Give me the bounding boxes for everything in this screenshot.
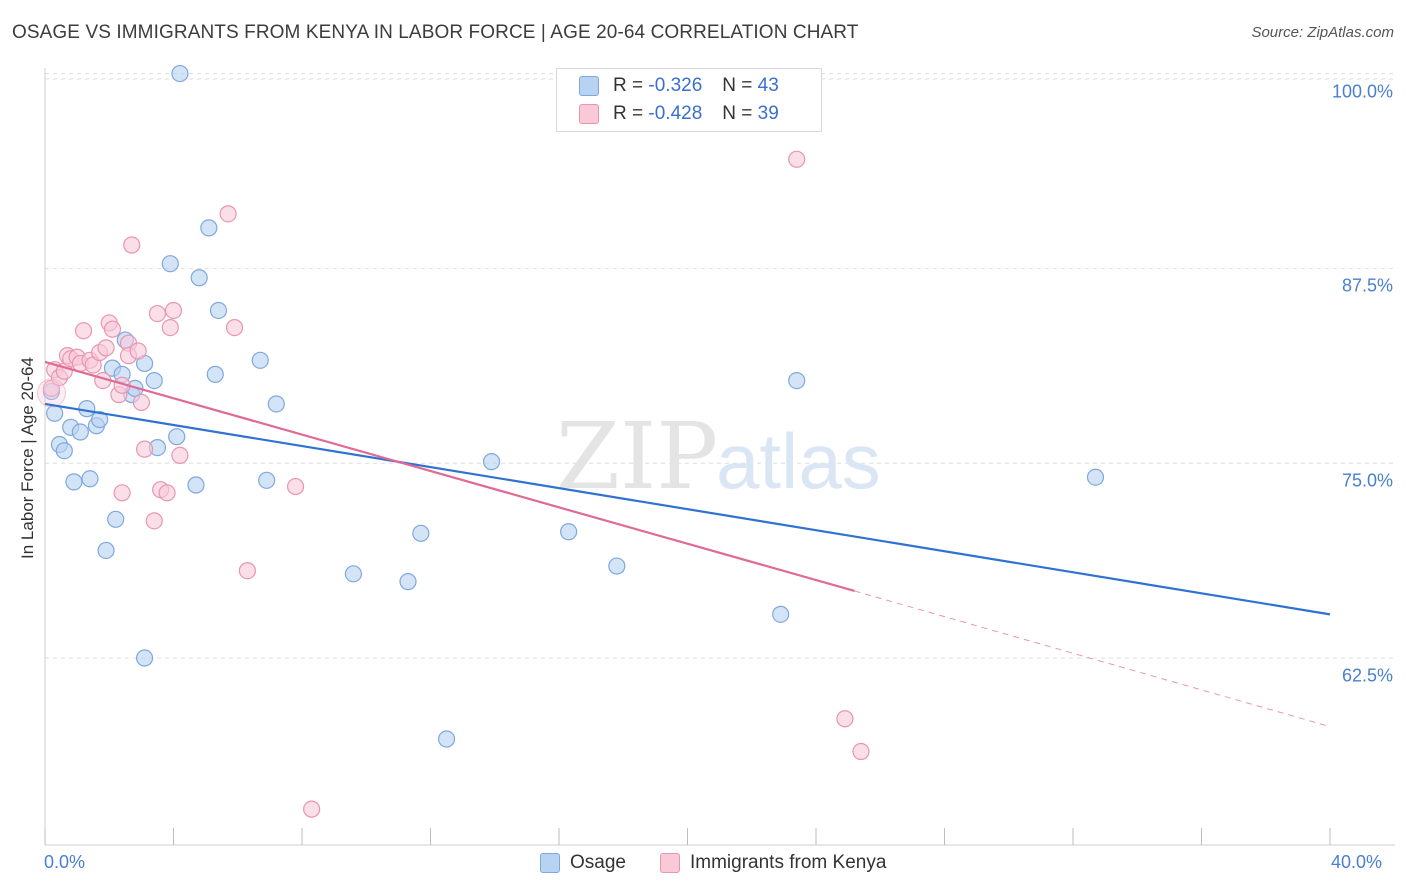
kenya-point <box>123 236 141 254</box>
osage-point <box>171 64 189 83</box>
kenya-point <box>145 512 163 530</box>
osage-point <box>206 365 224 383</box>
kenya-point <box>238 562 256 580</box>
osage-swatch <box>579 76 599 96</box>
kenya-r-label: R = <box>613 103 644 124</box>
x-tick-max: 40.0% <box>1331 852 1383 872</box>
kenya-point <box>113 484 131 502</box>
osage-point <box>145 371 163 390</box>
kenya-point <box>303 800 321 818</box>
osage-point <box>258 471 276 489</box>
y-tick-label: 87.5% <box>1341 275 1393 296</box>
kenya-trend-line <box>44 360 855 593</box>
trend-lines <box>44 360 1331 728</box>
osage-trend-line <box>44 402 1331 616</box>
kenya-point <box>148 304 167 323</box>
osage-r-label: R = <box>613 75 644 96</box>
kenya-point <box>852 742 870 761</box>
legend-item-kenya[interactable]: Immigrants from Kenya <box>660 852 886 874</box>
osage-point <box>46 404 64 422</box>
kenya-point <box>135 440 154 458</box>
kenya-point <box>836 710 854 728</box>
kenya-point <box>225 319 244 337</box>
kenya-swatch <box>579 104 599 124</box>
osage-point <box>190 269 208 287</box>
osage-point <box>161 255 179 273</box>
legend-row-osage: R = -0.326 N = 43 <box>579 73 779 99</box>
osage-point <box>482 453 501 471</box>
osage-point <box>187 476 205 494</box>
osage-legend-label: Osage <box>570 852 626 873</box>
osage-point <box>55 442 73 460</box>
kenya-point <box>158 484 176 502</box>
kenya-point <box>219 205 237 223</box>
legend-item-osage[interactable]: Osage <box>540 852 626 874</box>
watermark-zip: ZIP <box>556 403 718 510</box>
axes <box>44 68 1395 846</box>
osage-point <box>209 301 228 320</box>
osage-point <box>81 470 99 488</box>
y-tick-label: 75.0% <box>1341 470 1393 491</box>
kenya-points <box>36 150 870 818</box>
kenya-legend-swatch <box>660 853 680 873</box>
osage-point <box>78 400 96 418</box>
osage-point <box>135 649 154 667</box>
x-tick-min: 0.0% <box>44 852 86 872</box>
osage-point <box>560 523 578 541</box>
kenya-point <box>74 322 93 340</box>
osage-point <box>251 351 269 369</box>
source-label: Source: ZipAtlas.com <box>1251 24 1394 41</box>
osage-point <box>344 565 362 583</box>
osage-n-label: N = <box>722 75 753 96</box>
kenya-n-label: N = <box>722 103 753 124</box>
kenya-point <box>161 319 179 337</box>
osage-point <box>71 423 89 441</box>
y-tick-label: 100.0% <box>1331 81 1393 102</box>
osage-n-value: 43 <box>757 75 779 96</box>
osage-point <box>412 524 430 542</box>
kenya-r-value: -0.428 <box>648 103 703 124</box>
legend-row-kenya: R = -0.428 N = 39 <box>579 101 779 127</box>
osage-legend-swatch <box>540 853 560 873</box>
osage-point <box>65 473 83 491</box>
kenya-trend-extension <box>854 590 1331 728</box>
kenya-legend-label: Immigrants from Kenya <box>690 852 887 873</box>
kenya-point <box>171 446 189 464</box>
osage-point <box>107 510 125 528</box>
kenya-point <box>103 320 122 338</box>
osage-point <box>608 557 626 575</box>
osage-point <box>788 371 806 390</box>
osage-point <box>437 730 456 748</box>
osage-point <box>168 428 186 446</box>
osage-point <box>200 219 218 237</box>
kenya-cluster-marker <box>36 378 66 408</box>
kenya-point <box>164 301 183 320</box>
kenya-point <box>132 393 150 412</box>
chart-title: OSAGE VS IMMIGRANTS FROM KENYA IN LABOR … <box>12 22 859 43</box>
osage-point <box>91 410 109 429</box>
kenya-point <box>286 477 305 496</box>
osage-point <box>267 395 285 413</box>
osage-r-value: -0.326 <box>648 75 703 96</box>
osage-point <box>399 573 417 591</box>
kenya-point <box>788 150 806 168</box>
osage-point <box>772 605 790 623</box>
watermark-atlas: atlas <box>716 417 881 505</box>
y-tick-label: 62.5% <box>1341 665 1393 686</box>
osage-point <box>1086 468 1105 486</box>
osage-point <box>97 541 115 560</box>
kenya-point <box>129 342 147 360</box>
osage-points <box>42 64 1105 748</box>
kenya-n-value: 39 <box>757 103 779 124</box>
kenya-point <box>97 339 115 357</box>
correlation-legend: R = -0.326 N = 43 R = -0.428 N = 39 <box>556 68 822 132</box>
